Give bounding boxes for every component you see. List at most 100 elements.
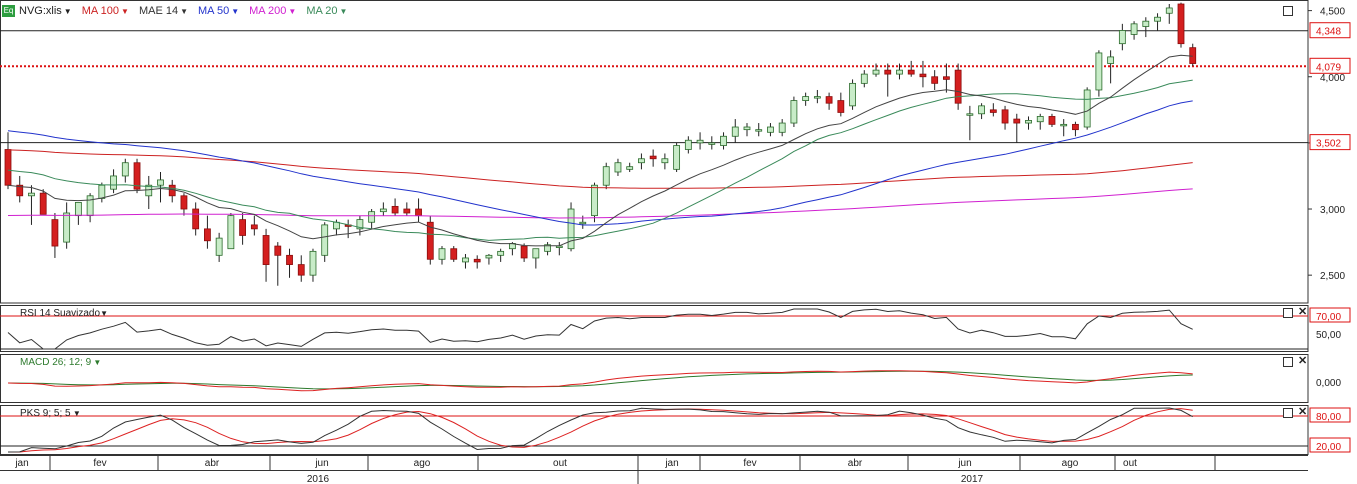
candle xyxy=(767,126,774,133)
candle xyxy=(579,221,587,225)
candle xyxy=(532,248,540,259)
candle xyxy=(262,235,270,265)
candle xyxy=(614,162,622,173)
macd-label: MACD 26; 12; 9 xyxy=(20,357,92,368)
rsi-panel xyxy=(0,305,1309,352)
x-year-label: 2017 xyxy=(961,474,984,484)
close-icon[interactable]: ✕ xyxy=(1298,406,1308,418)
macd-legend[interactable]: MACD 26; 12; 9 ▼ xyxy=(20,357,101,368)
candle xyxy=(215,237,223,256)
maximize-icon[interactable] xyxy=(1283,357,1293,367)
candle xyxy=(673,145,681,170)
main-legend: Eq NVG:xlis ▼ MA 100 ▼ MAE 14 ▼ MA 50 ▼ MA … xyxy=(2,3,347,19)
level-badge-label: 4,348 xyxy=(1316,27,1341,38)
chevron-down-icon: ▼ xyxy=(91,358,102,367)
candle xyxy=(450,248,458,260)
pks-badge xyxy=(1309,407,1351,423)
candle xyxy=(896,69,903,75)
candle xyxy=(696,139,704,144)
x-month-label: jan xyxy=(664,458,678,469)
pks-legend[interactable]: PKS 9; 5; 5 ▼ xyxy=(20,408,81,419)
maximize-icon[interactable] xyxy=(1283,308,1293,318)
candle xyxy=(227,215,235,250)
level-badge xyxy=(1309,57,1351,74)
rsi-label: RSI 14 Suavizado xyxy=(20,308,101,319)
candle xyxy=(919,73,927,78)
candle xyxy=(860,73,868,84)
rsi-legend[interactable]: RSI 14 Suavizado▼ xyxy=(20,308,108,319)
legend-ma20[interactable]: MA 20 ▼ xyxy=(306,5,347,17)
x-month-label: fev xyxy=(743,458,756,469)
rsi-badge xyxy=(1309,307,1351,323)
candle xyxy=(1095,52,1103,91)
pks-k-line xyxy=(7,407,1193,453)
macd-line xyxy=(7,370,1193,392)
candle xyxy=(1118,30,1126,45)
maximize-icon[interactable] xyxy=(1283,408,1293,418)
chevron-down-icon: ▼ xyxy=(63,6,72,16)
candle xyxy=(1165,7,1173,14)
chevron-down-icon: ▼ xyxy=(121,6,129,16)
candle xyxy=(966,113,974,116)
price-tick-label: 3,000 xyxy=(1320,205,1345,216)
candle xyxy=(778,122,786,133)
level-badge xyxy=(1309,22,1351,39)
candle xyxy=(121,162,129,177)
candle xyxy=(626,166,634,170)
legend-label: MA 200 xyxy=(249,5,287,17)
candle xyxy=(755,129,763,132)
legend-label: MA 50 xyxy=(198,5,230,17)
rsi-line xyxy=(7,308,1193,350)
legend-ma100[interactable]: MA 100 ▼ xyxy=(82,5,129,17)
candle xyxy=(1001,109,1009,124)
legend-mae14[interactable]: MAE 14 ▼ xyxy=(139,5,188,17)
candle xyxy=(497,250,505,256)
candle xyxy=(192,208,200,230)
legend-ma200[interactable]: MA 200 ▼ xyxy=(249,5,296,17)
candle xyxy=(1060,123,1068,127)
candle xyxy=(39,192,47,215)
x-month-label: ago xyxy=(414,458,431,469)
maximize-icon[interactable] xyxy=(1283,6,1293,16)
candle xyxy=(567,208,575,250)
candle xyxy=(649,155,657,160)
candle xyxy=(403,208,411,214)
candle xyxy=(1083,89,1091,128)
candle xyxy=(379,208,387,213)
price-tick-label: 4,000 xyxy=(1320,73,1345,84)
x-month-label: abr xyxy=(205,458,220,469)
level-badge-label: 4,079 xyxy=(1316,62,1341,73)
candle xyxy=(544,244,551,252)
candle xyxy=(1013,118,1021,124)
candle xyxy=(333,221,340,230)
candle xyxy=(168,184,176,197)
candle xyxy=(485,254,493,259)
close-icon[interactable]: ✕ xyxy=(1298,355,1308,367)
candle xyxy=(204,228,211,242)
candle xyxy=(802,96,810,101)
candle xyxy=(684,139,692,150)
candle xyxy=(1036,116,1044,123)
candle xyxy=(86,195,94,217)
x-month-label: jun xyxy=(314,458,328,469)
candle xyxy=(462,257,469,263)
close-icon[interactable]: ✕ xyxy=(1298,306,1308,318)
candle xyxy=(720,135,727,146)
candle xyxy=(391,205,399,214)
candle xyxy=(1072,123,1079,131)
pks-panel xyxy=(0,405,1309,455)
candle xyxy=(98,184,106,199)
legend-ma50[interactable]: MA 50 ▼ xyxy=(198,5,239,17)
candle xyxy=(872,69,880,75)
candle xyxy=(849,82,856,107)
candle xyxy=(1142,20,1150,27)
candle xyxy=(63,212,71,243)
rsi-badge-70: 70,00 xyxy=(1316,312,1341,323)
ticker-selector[interactable]: Eq NVG:xlis ▼ xyxy=(2,5,72,17)
candle xyxy=(602,166,610,186)
candle xyxy=(180,195,188,210)
rsi-label-50: 50,00 xyxy=(1316,330,1341,341)
ma100-line xyxy=(7,149,1193,189)
legend-label: MA 20 xyxy=(306,5,338,17)
